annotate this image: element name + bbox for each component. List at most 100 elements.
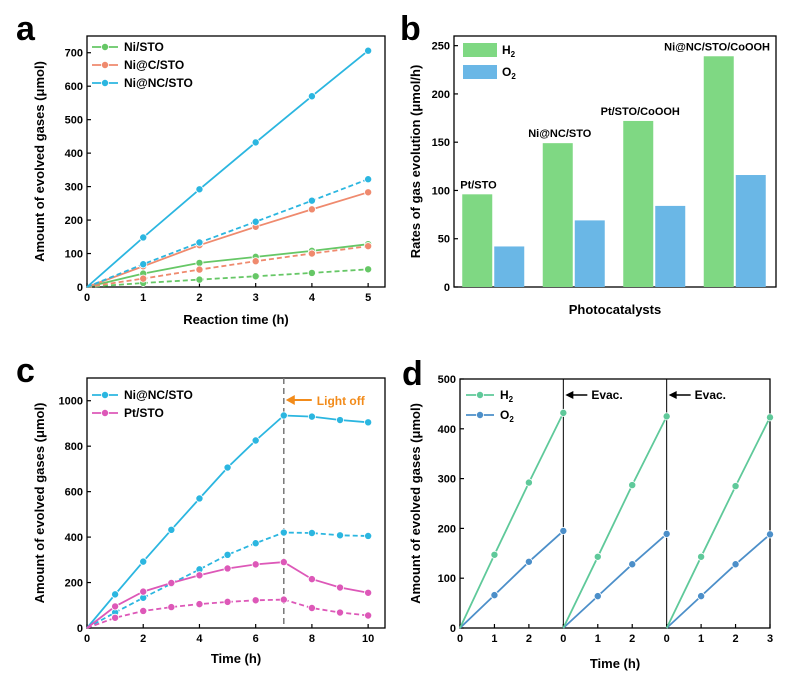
a-data-point-ni-sto-o2 xyxy=(364,265,373,274)
d-x-tick-label: 2 xyxy=(629,633,635,645)
c-data-point-ni-nc-sto-o2 xyxy=(307,529,316,538)
c-data-point-ni-nc-sto-o2 xyxy=(251,539,260,548)
panel-letter-a: a xyxy=(16,10,36,48)
c-data-point-ni-nc-sto-h2 xyxy=(195,494,204,503)
d-y-tick-label: 400 xyxy=(438,424,456,436)
b-bar-h2-ni-nc-sto-coooh xyxy=(703,56,734,288)
c-x-tick-label: 10 xyxy=(362,633,374,645)
b-bar-label-ni-nc-sto: Ni@NC/STO xyxy=(528,128,592,140)
a-x-tick-label: 1 xyxy=(140,292,146,304)
a-data-point-ni-nc-sto-o2 xyxy=(195,238,204,247)
c-data-point-ni-nc-sto-o2 xyxy=(223,550,232,559)
c-x-tick-label: 2 xyxy=(140,633,146,645)
c-x-axis-label: Time (h) xyxy=(211,651,261,666)
c-data-point-ni-nc-sto-o2 xyxy=(364,531,373,540)
a-y-tick-label: 700 xyxy=(65,48,83,60)
c-data-point-ni-nc-sto-h2 xyxy=(223,463,232,472)
d-series-line-o2-cycle-1 xyxy=(459,530,564,629)
c-data-point-ni-nc-sto-h2 xyxy=(139,557,148,566)
c-data-point-pt-sto-o2 xyxy=(251,596,260,605)
a-legend-marker xyxy=(101,79,110,88)
c-data-point-pt-sto-h2 xyxy=(279,558,288,567)
a-y-tick-label: 200 xyxy=(65,215,83,227)
b-y-tick-label: 100 xyxy=(432,185,450,197)
a-series-line-ni-sto-h2 xyxy=(86,243,369,288)
a-y-tick-label: 300 xyxy=(65,182,83,194)
d-x-tick-label: 3 xyxy=(767,633,773,645)
a-data-point-ni-nc-sto-o2 xyxy=(307,196,316,205)
d-data-point-o2-cycle-3 xyxy=(766,530,775,539)
d-data-point-h2-cycle-3 xyxy=(697,552,706,561)
d-data-point-h2-cycle-3 xyxy=(766,413,775,422)
d-y-tick-label: 0 xyxy=(450,623,456,635)
c-data-point-pt-sto-h2 xyxy=(195,571,204,580)
a-y-tick-label: 400 xyxy=(65,148,83,160)
d-data-point-o2-cycle-3 xyxy=(731,560,740,569)
a-x-axis-label: Reaction time (h) xyxy=(183,312,288,327)
b-y-tick-label: 0 xyxy=(444,282,450,294)
c-data-point-ni-nc-sto-h2 xyxy=(111,590,120,599)
a-data-point-ni-nc-sto-h2 xyxy=(364,46,373,55)
a-series-line-ni-c-sto-o2 xyxy=(86,245,369,288)
c-data-point-pt-sto-h2 xyxy=(307,575,316,584)
panel-a-line-chart: a 0 100 200 300 400 500 600 700 Amount of evolve… xyxy=(16,10,386,327)
c-data-point-ni-nc-sto-o2 xyxy=(279,528,288,537)
a-data-point-ni-nc-sto-o2 xyxy=(251,217,260,226)
c-light-off-label: Light off xyxy=(317,394,366,408)
d-x-tick-label: 1 xyxy=(491,633,497,645)
c-x-tick-label: 8 xyxy=(309,633,315,645)
d-x-tick-label: 1 xyxy=(698,633,704,645)
c-data-point-pt-sto-o2 xyxy=(364,611,373,620)
c-legend-label: Pt/STO xyxy=(124,406,164,420)
d-data-point-o2-cycle-2 xyxy=(593,592,602,601)
b-bar-h2-ni-nc-sto xyxy=(542,143,573,287)
b-legend-swatch-o2 xyxy=(463,65,497,79)
c-data-point-ni-nc-sto-o2 xyxy=(336,531,345,540)
a-data-point-ni-sto-o2 xyxy=(307,268,316,277)
d-evac-label: Evac. xyxy=(695,388,726,402)
d-y-axis-label: Amount of evolved gases (μmol) xyxy=(408,403,423,604)
d-series-line-o2-cycle-3 xyxy=(666,533,771,629)
a-data-point-ni-c-sto-h2 xyxy=(307,205,316,214)
a-series-line-ni-sto-o2 xyxy=(86,268,369,288)
d-x-tick-label: 1 xyxy=(595,633,601,645)
d-evac-arrow-head xyxy=(565,391,574,399)
c-x-tick-label: 4 xyxy=(196,633,203,645)
b-y-tick-label: 50 xyxy=(438,234,450,246)
d-legend-label: O2 xyxy=(500,408,514,424)
c-data-point-pt-sto-h2 xyxy=(111,602,120,611)
c-data-point-pt-sto-h2 xyxy=(336,583,345,592)
d-x-tick-label: 2 xyxy=(526,633,532,645)
d-series-line-h2-cycle-3 xyxy=(665,416,771,629)
a-data-point-ni-nc-sto-h2 xyxy=(307,92,316,101)
c-data-point-pt-sto-h2 xyxy=(251,560,260,569)
a-x-tick-label: 0 xyxy=(84,292,90,304)
a-y-tick-label: 100 xyxy=(65,249,83,261)
d-data-point-o2-cycle-2 xyxy=(628,560,637,569)
d-y-tick-label: 300 xyxy=(438,474,456,486)
a-data-point-ni-nc-sto-h2 xyxy=(195,185,204,194)
b-plot-frame xyxy=(453,35,777,288)
d-y-tick-label: 200 xyxy=(438,523,456,535)
c-data-point-pt-sto-h2 xyxy=(167,579,176,588)
a-x-tick-label: 5 xyxy=(365,292,371,304)
a-data-point-ni-c-sto-h2 xyxy=(364,188,373,197)
c-y-tick-label: 200 xyxy=(65,578,83,590)
c-data-point-pt-sto-o2 xyxy=(223,597,232,606)
a-legend-marker xyxy=(101,43,110,52)
panel-letter-b: b xyxy=(400,10,421,48)
a-data-point-ni-nc-sto-h2 xyxy=(251,138,260,147)
c-data-point-ni-nc-sto-h2 xyxy=(279,411,288,420)
d-data-point-h2-cycle-1 xyxy=(559,408,568,417)
a-data-point-ni-c-sto-o2 xyxy=(251,257,260,266)
d-x-axis-label: Time (h) xyxy=(590,656,640,671)
d-legend-label: H2 xyxy=(500,388,514,404)
d-x-tick-label: 2 xyxy=(732,633,738,645)
c-plot-frame xyxy=(86,377,386,629)
a-x-tick-label: 2 xyxy=(196,292,202,304)
a-data-point-ni-nc-sto-o2 xyxy=(364,175,373,184)
d-evac-label: Evac. xyxy=(591,388,622,402)
d-data-point-o2-cycle-3 xyxy=(697,592,706,601)
a-data-point-ni-nc-sto-o2 xyxy=(139,260,148,269)
